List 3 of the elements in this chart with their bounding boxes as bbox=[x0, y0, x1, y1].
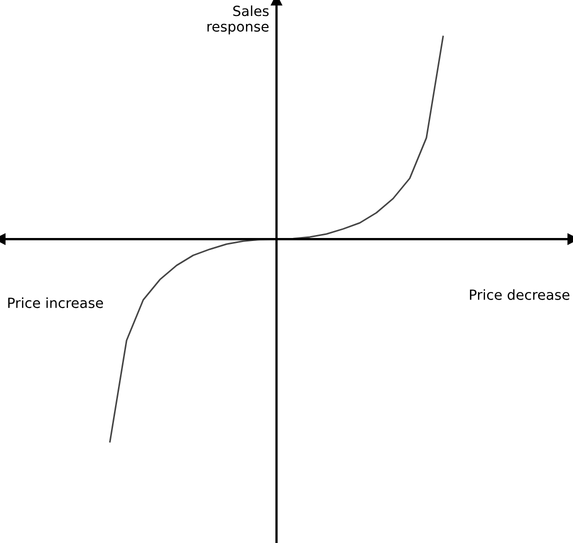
annotation: Price increase bbox=[8, 297, 103, 308]
y-axis-title: Sales response bbox=[207, 5, 269, 34]
text: Price decrease bbox=[470, 289, 570, 300]
